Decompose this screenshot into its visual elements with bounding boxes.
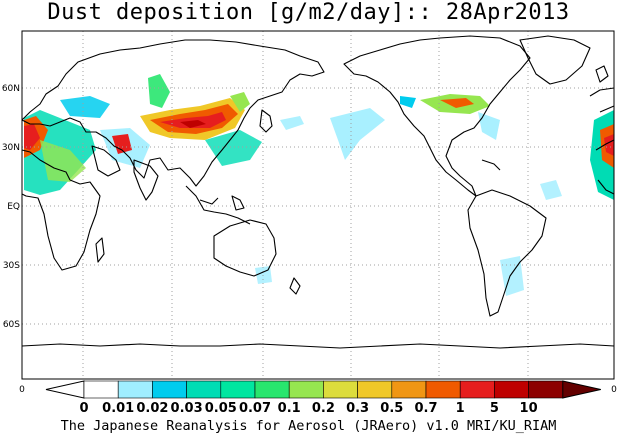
colorbar-segment xyxy=(83,380,119,399)
colorbar-segment xyxy=(528,380,564,399)
lat-label-60s: 60S xyxy=(3,320,20,330)
map-background xyxy=(22,31,614,379)
colorbar-segment xyxy=(288,380,324,399)
colorbar-segment xyxy=(220,380,256,399)
colorbar-tick-label: 1 xyxy=(456,401,465,416)
colorbar-tick-label: 0.3 xyxy=(346,401,369,416)
latitude-labels: 60N 30N EQ 30S 60S xyxy=(2,84,20,330)
colorbar-tick-label: 0.5 xyxy=(380,401,403,416)
colorbar-max-arrow xyxy=(562,380,601,399)
colorbar-segment xyxy=(152,380,187,399)
colorbar-segment xyxy=(254,380,290,399)
colorbar-tick-label: 0.05 xyxy=(205,401,237,416)
lat-label-30n: 30N xyxy=(2,143,20,153)
map-title: Dust deposition [g/m2/day]:: 28Apr2013 xyxy=(47,0,570,25)
dust-plumes xyxy=(24,74,614,296)
coastlines xyxy=(21,35,615,349)
colorbar-tick-label: 0.07 xyxy=(239,401,271,416)
lat-label-60n: 60N xyxy=(2,84,20,94)
colorbar-labels: 0 0.01 0.02 0.03 0.05 0.07 0.1 0.2 0.3 0.5 0.7 1 5 10 xyxy=(79,401,537,416)
colorbar-segment xyxy=(494,380,529,399)
lat-label-eq: EQ xyxy=(7,202,20,212)
map-gridlines xyxy=(22,31,614,379)
colorbar-tick-label: 5 xyxy=(490,401,499,416)
colorbar-tick-label: 0.2 xyxy=(312,401,335,416)
colorbar-tick-label: 0.01 xyxy=(102,401,134,416)
colorbar-segment xyxy=(459,380,495,399)
map-frame xyxy=(21,30,615,380)
colorbar-segment xyxy=(357,380,393,399)
axis-right-label: 0 xyxy=(611,385,617,395)
credit-footer: The Japanese Reanalysis for Aerosol (JRA… xyxy=(60,418,557,434)
colorbar-min-arrow xyxy=(45,380,85,399)
colorbar-segment xyxy=(117,380,153,399)
colorbar-tick-label: 0 xyxy=(79,401,88,416)
axis-left-label: 0 xyxy=(19,385,25,395)
colorbar-tick-label: 0.02 xyxy=(136,401,168,416)
colorbar-tick-label: 0.1 xyxy=(278,401,301,416)
colorbar-segment xyxy=(323,380,358,399)
colorbar-segment xyxy=(391,380,427,399)
colorbar-segment xyxy=(425,380,461,399)
lat-label-30s: 30S xyxy=(3,261,20,271)
colorbar-tick-label: 0.03 xyxy=(171,401,203,416)
colorbar-tick-label: 10 xyxy=(520,401,538,416)
colorbar-segment xyxy=(186,380,222,399)
colorbar-tick-label: 0.7 xyxy=(414,401,437,416)
colorbar xyxy=(45,380,601,399)
